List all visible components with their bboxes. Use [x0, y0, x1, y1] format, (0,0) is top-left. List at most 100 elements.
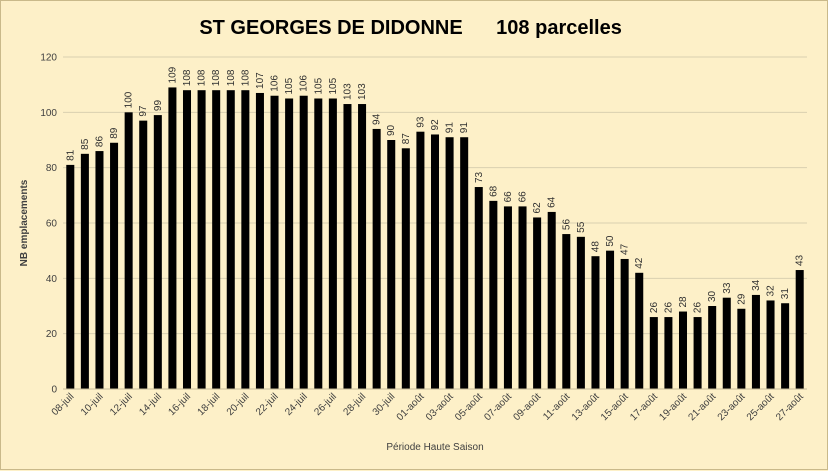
chart-subtitle: 108 parcelles: [496, 17, 622, 39]
data-label: 55: [576, 221, 587, 233]
x-tick-label: 14-juil: [137, 391, 164, 418]
bar: [182, 90, 192, 389]
x-tick-label: 25-août: [745, 391, 777, 423]
y-tick-label: 40: [46, 274, 58, 285]
data-label: 32: [766, 285, 777, 297]
bar: [416, 131, 425, 389]
data-label: 103: [342, 83, 353, 100]
bar: [664, 317, 673, 389]
data-label: 108: [197, 69, 208, 86]
data-label: 94: [372, 113, 383, 125]
data-label: 92: [430, 119, 441, 131]
x-tick-label: 24-juil: [283, 391, 310, 418]
bar: [401, 148, 410, 389]
y-axis-ticks: 0 20 40 60 80 100 120: [40, 53, 57, 396]
bar: [358, 104, 367, 390]
bar: [795, 270, 804, 389]
data-label: 30: [707, 290, 718, 302]
y-tick-label: 80: [46, 163, 58, 174]
bar: [751, 294, 760, 389]
data-label: 64: [547, 196, 558, 208]
data-label: 56: [561, 219, 572, 231]
chart-title: ST GEORGES DE DIDONNE: [199, 17, 462, 39]
bar: [110, 142, 119, 389]
x-tick-label: 03-août: [424, 391, 456, 423]
data-label: 89: [109, 127, 120, 139]
bar: [460, 137, 469, 389]
bar: [562, 234, 571, 389]
x-tick-label: 22-juil: [254, 391, 281, 418]
data-label: 108: [226, 69, 237, 86]
bars: [66, 87, 804, 390]
data-label: 62: [532, 202, 543, 214]
data-label: 97: [138, 105, 149, 117]
data-label: 105: [313, 77, 324, 94]
x-tick-label: 21-août: [687, 391, 719, 423]
bar: [635, 272, 644, 389]
data-label: 108: [182, 69, 193, 86]
bar: [445, 137, 454, 389]
bar: [328, 98, 337, 389]
bar: [503, 206, 512, 389]
bar: [270, 95, 279, 389]
bar: [139, 120, 148, 389]
bar: [343, 104, 352, 390]
data-label: 106: [270, 75, 281, 92]
bar: [781, 303, 790, 389]
x-tick-label: 13-août: [570, 391, 602, 423]
data-label: 48: [590, 241, 601, 253]
data-label: 100: [124, 91, 135, 108]
bar: [212, 90, 221, 389]
x-tick-label: 30-juil: [371, 391, 398, 418]
x-tick-label: 26-juil: [312, 391, 339, 418]
x-tick-label: 07-août: [482, 391, 514, 423]
bar: [693, 317, 702, 389]
bar: [124, 112, 133, 389]
bar: [518, 206, 527, 389]
y-tick-label: 100: [40, 108, 57, 119]
bar: [649, 317, 658, 389]
bar: [430, 134, 440, 389]
data-label: 109: [167, 66, 178, 83]
bar: [285, 98, 294, 389]
bar: [66, 164, 75, 389]
data-label: 34: [751, 279, 762, 291]
data-label: 99: [153, 100, 164, 112]
data-label: 50: [605, 235, 616, 247]
y-tick-label: 60: [46, 219, 58, 230]
data-label: 26: [693, 302, 704, 314]
data-label: 31: [780, 288, 791, 300]
x-tick-label: 18-juil: [196, 391, 223, 418]
bar: [576, 236, 585, 389]
data-label: 86: [94, 136, 105, 148]
data-label: 66: [503, 191, 514, 203]
data-label: 91: [459, 122, 470, 134]
bar: [533, 217, 542, 389]
y-tick-label: 120: [40, 53, 57, 64]
data-label: 107: [255, 72, 266, 89]
bar: [80, 153, 89, 389]
bar: [606, 250, 615, 389]
bar: [255, 92, 264, 389]
data-label: 90: [386, 124, 397, 136]
data-label: 42: [634, 257, 645, 269]
data-label: 85: [80, 138, 91, 150]
bar: [372, 128, 381, 389]
bar: [489, 200, 498, 389]
bar: [620, 258, 629, 389]
bar: [678, 311, 688, 389]
y-tick-label: 0: [51, 385, 57, 396]
data-label: 43: [795, 254, 806, 266]
x-tick-label: 15-août: [599, 391, 631, 423]
bar: [766, 300, 775, 389]
bar: [226, 90, 235, 389]
x-tick-label: 05-août: [453, 391, 485, 423]
data-label: 105: [284, 77, 295, 94]
x-axis-label: Période Haute Saison: [386, 442, 483, 453]
x-tick-label: 17-août: [628, 391, 660, 423]
x-tick-label: 23-août: [716, 391, 748, 423]
x-tick-label: 11-août: [541, 391, 572, 422]
data-label: 87: [401, 133, 412, 145]
bar: [474, 187, 483, 389]
